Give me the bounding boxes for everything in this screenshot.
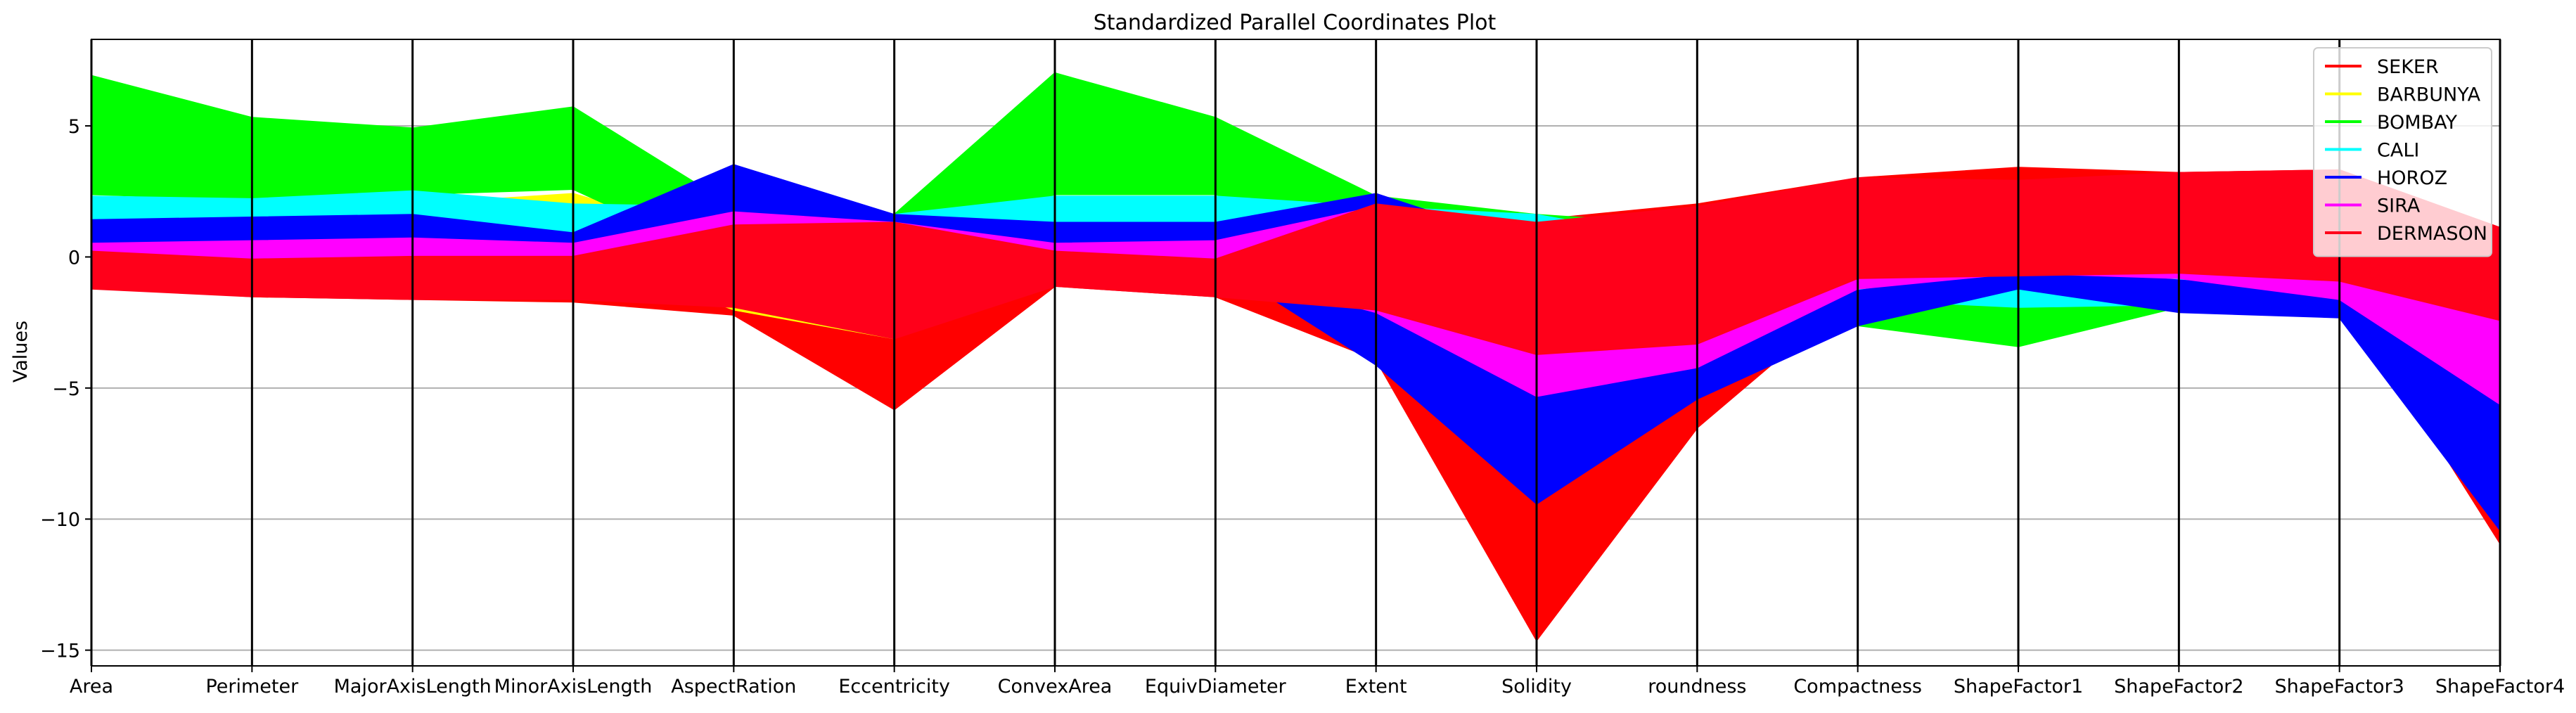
xtick-label-3: MinorAxisLength — [494, 676, 653, 698]
legend-label-sira: SIRA — [2377, 195, 2421, 217]
data-lines — [90, 72, 2501, 642]
xtick-label-10: roundness — [1648, 676, 1746, 698]
ytick-label-4: 5 — [68, 116, 80, 138]
xtick-label-8: Extent — [1345, 676, 1407, 698]
xtick-label-4: AspectRation — [671, 676, 796, 698]
ytick-label-0: −15 — [40, 641, 80, 662]
x-tick-labels: Area Perimeter MajorAxisLength MinorAxisLen… — [70, 666, 2565, 698]
legend-label-dermason: DERMASON — [2377, 223, 2487, 245]
xtick-label-5: Eccentricity — [838, 676, 950, 698]
xtick-label-6: ConvexArea — [998, 676, 1113, 698]
ytick-label-3: 0 — [68, 247, 80, 269]
xtick-label-1: Perimeter — [205, 676, 299, 698]
xtick-label-13: ShapeFactor2 — [2114, 676, 2243, 698]
xtick-label-11: Compactness — [1793, 676, 1922, 698]
ytick-label-2: −5 — [52, 378, 80, 400]
chart-title: Standardized Parallel Coordinates Plot — [1094, 11, 1497, 35]
xtick-label-14: ShapeFactor3 — [2274, 676, 2404, 698]
xtick-label-0: Area — [70, 676, 113, 698]
ytick-label-1: −10 — [40, 509, 80, 531]
y-ticks: −15 −10 −5 0 5 — [40, 116, 91, 662]
xtick-label-15: ShapeFactor4 — [2435, 676, 2565, 698]
legend-label-barbunya: BARBUNYA — [2377, 84, 2481, 106]
xtick-label-2: MajorAxisLength — [334, 676, 492, 698]
legend-items: SEKER BARBUNYA BOMBAY CALI HOROZ SIRA DERMASON — [2325, 56, 2487, 245]
xtick-label-12: ShapeFactor1 — [1954, 676, 2083, 698]
legend-label-horoz: HOROZ — [2377, 167, 2447, 189]
legend-label-cali: CALI — [2377, 140, 2419, 162]
legend-label-bombay: BOMBAY — [2377, 112, 2457, 134]
legend-label-seker: SEKER — [2377, 56, 2439, 78]
y-axis-label: Values — [10, 321, 32, 383]
xtick-label-9: Solidity — [1501, 676, 1572, 698]
xtick-label-7: EquivDiameter — [1145, 676, 1287, 698]
legend: SEKER BARBUNYA BOMBAY CALI HOROZ SIRA DERMASON — [2313, 47, 2492, 257]
plot-frame — [91, 39, 2501, 667]
